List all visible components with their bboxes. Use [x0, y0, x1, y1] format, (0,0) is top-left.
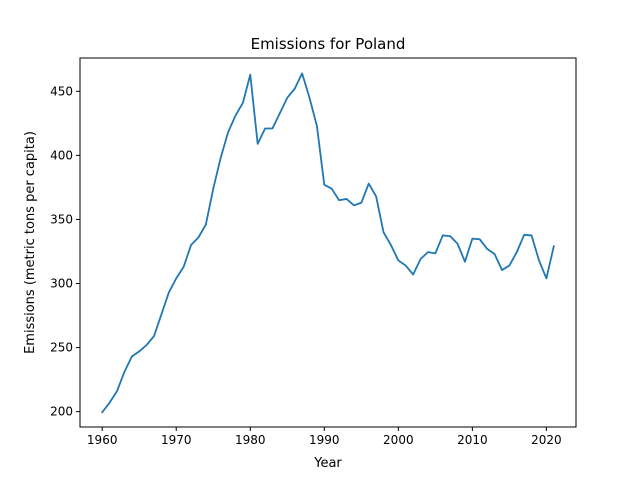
y-tick-label: 200 — [50, 405, 73, 419]
x-tick-label: 1990 — [309, 433, 340, 447]
x-tick-label: 2010 — [457, 433, 488, 447]
y-axis-label: Emissions (metric tons per capita) — [23, 131, 38, 354]
plot-frame — [79, 57, 577, 428]
x-tick-label: 1970 — [161, 433, 192, 447]
x-tick-label: 2020 — [531, 433, 562, 447]
y-tick-label: 400 — [50, 148, 73, 162]
y-tick-label: 450 — [50, 84, 73, 98]
y-axis-ticks: 200 250 300 350 400 450 — [50, 84, 80, 419]
x-axis-label: Year — [313, 456, 342, 471]
x-axis-ticks: 1960 1970 1980 1990 2000 2010 2020 — [87, 427, 562, 447]
chart-title: Emissions for Poland — [251, 35, 406, 53]
x-tick-label: 2000 — [383, 433, 414, 447]
x-tick-label: 1960 — [87, 433, 118, 447]
x-tick-label: 1980 — [235, 433, 266, 447]
y-tick-label: 250 — [50, 341, 73, 355]
emissions-series-line — [100, 72, 555, 414]
y-tick-label: 350 — [50, 212, 73, 226]
y-tick-label: 300 — [50, 277, 73, 291]
